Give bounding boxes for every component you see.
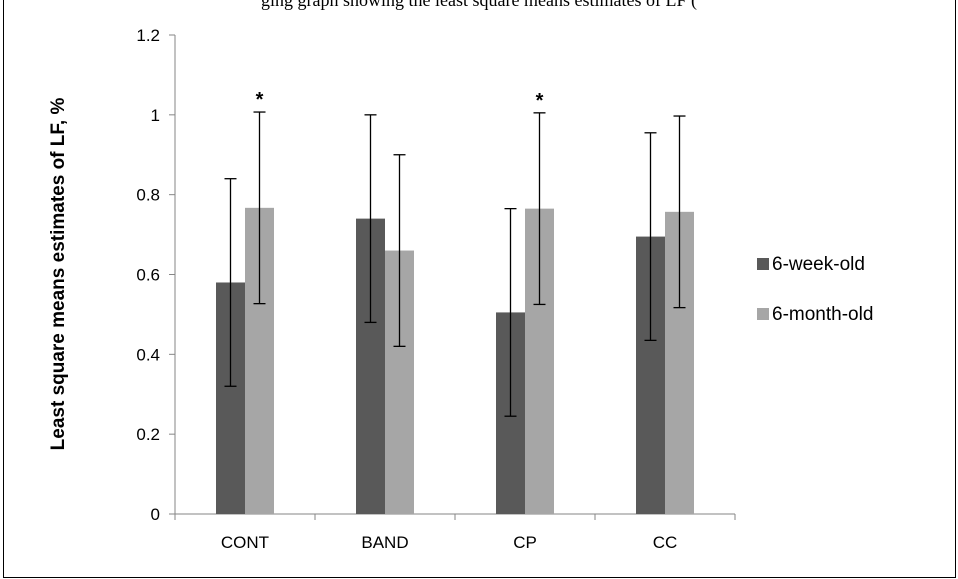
legend-swatch <box>757 308 769 320</box>
x-tick-label: CONT <box>221 533 269 552</box>
legend-label: 6-month-old <box>772 304 873 325</box>
annotations: * * <box>256 89 544 112</box>
y-axis-label: Least square means estimates of LF, % <box>48 98 69 451</box>
x-tick-label: CC <box>653 533 678 552</box>
significance-marker: * <box>536 90 544 112</box>
legend-swatch <box>757 258 769 270</box>
x-axis: CONT BAND CP CC <box>174 513 736 552</box>
bars <box>216 207 694 515</box>
top-caption: ging graph showing the least square mean… <box>261 0 697 10</box>
error-bars <box>224 111 686 417</box>
y-tick-label: 0.4 <box>136 345 160 364</box>
x-tick-label: BAND <box>361 533 408 552</box>
chart-frame <box>3 0 956 578</box>
y-tick-label: 0.2 <box>136 425 160 444</box>
y-tick-label: 0.6 <box>136 266 160 285</box>
y-tick-label: 1.2 <box>136 26 160 45</box>
y-axis: 0 0.2 0.4 0.6 0.8 1 1.2 <box>136 26 176 524</box>
y-tick-label: 0.8 <box>136 186 160 205</box>
y-tick-label: 0 <box>151 505 160 524</box>
significance-marker: * <box>256 89 264 111</box>
legend-label: 6-week-old <box>772 254 865 275</box>
legend: 6-week-old 6-month-old <box>757 254 873 325</box>
x-tick-label: CP <box>513 533 537 552</box>
y-tick-label: 1 <box>151 106 160 125</box>
